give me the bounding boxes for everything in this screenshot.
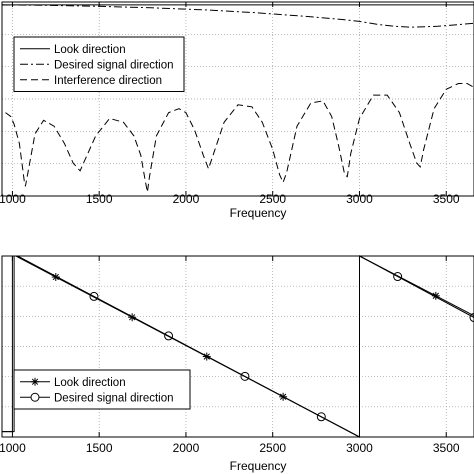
x-tick-label: 3000 bbox=[346, 192, 373, 206]
x-tick-label: 2000 bbox=[173, 441, 200, 455]
x-tick-label: 1000 bbox=[0, 441, 26, 455]
series-point-circle bbox=[393, 272, 403, 282]
x-tick-label: 2000 bbox=[173, 192, 200, 206]
series-point-circle bbox=[164, 331, 174, 341]
series-point-circle bbox=[240, 371, 250, 381]
legend-label-0: Look direction bbox=[54, 44, 126, 56]
bottom-x-axis-label: Frequency bbox=[230, 459, 287, 473]
x-tick-label: 2500 bbox=[259, 192, 286, 206]
x-tick-label: 2500 bbox=[259, 441, 286, 455]
legend-box bbox=[13, 369, 191, 410]
series-line-2 bbox=[5, 83, 474, 193]
bottom-series bbox=[2, 255, 474, 438]
x-tick-label: 3500 bbox=[433, 192, 460, 206]
top-grid bbox=[2, 2, 474, 196]
legend-label-1: Desired signal direction bbox=[54, 59, 174, 71]
bottom-grid bbox=[2, 256, 474, 437]
legend-marker-circle bbox=[30, 392, 40, 402]
top-panel: 1000 1500 2000 2500 3000 3500 Frequency Look … bbox=[0, 1, 474, 220]
x-tick-label: 1500 bbox=[86, 192, 113, 206]
bottom-x-ticks: 1000 1500 2000 2500 3000 3500 bbox=[0, 256, 460, 455]
series-line-1 bbox=[2, 255, 474, 438]
bottom-legend: Look direction Desired signal direction bbox=[13, 369, 191, 410]
top-x-axis-label: Frequency bbox=[230, 206, 287, 220]
series-point-circle bbox=[316, 412, 326, 422]
legend-marker-asterisk bbox=[31, 377, 39, 386]
x-tick-label: 3500 bbox=[433, 441, 460, 455]
series-point-circle bbox=[469, 313, 474, 323]
top-legend: Look direction Desired signal direction In… bbox=[13, 36, 185, 92]
legend-label-2: Interference direction bbox=[54, 75, 162, 87]
series-line-1 bbox=[1, 4, 474, 28]
bottom-panel: 1000 1500 2000 2500 3000 3500 Frequency Look … bbox=[0, 255, 474, 473]
x-tick-label: 1500 bbox=[86, 441, 113, 455]
legend-label-1: Desired signal direction bbox=[54, 392, 174, 404]
series-point-asterisk bbox=[128, 313, 137, 322]
top-series bbox=[1, 4, 474, 193]
bottom-axes-frame bbox=[1, 255, 474, 438]
series-line-0 bbox=[2, 255, 474, 438]
x-tick-label: 3000 bbox=[346, 441, 373, 455]
legend-label-0: Look direction bbox=[54, 377, 126, 389]
series-point-circle bbox=[89, 291, 99, 301]
top-axes-frame bbox=[1, 1, 474, 197]
top-x-ticks: 1000 1500 2000 2500 3000 3500 bbox=[0, 2, 460, 206]
x-tick-label: 1000 bbox=[0, 192, 26, 206]
